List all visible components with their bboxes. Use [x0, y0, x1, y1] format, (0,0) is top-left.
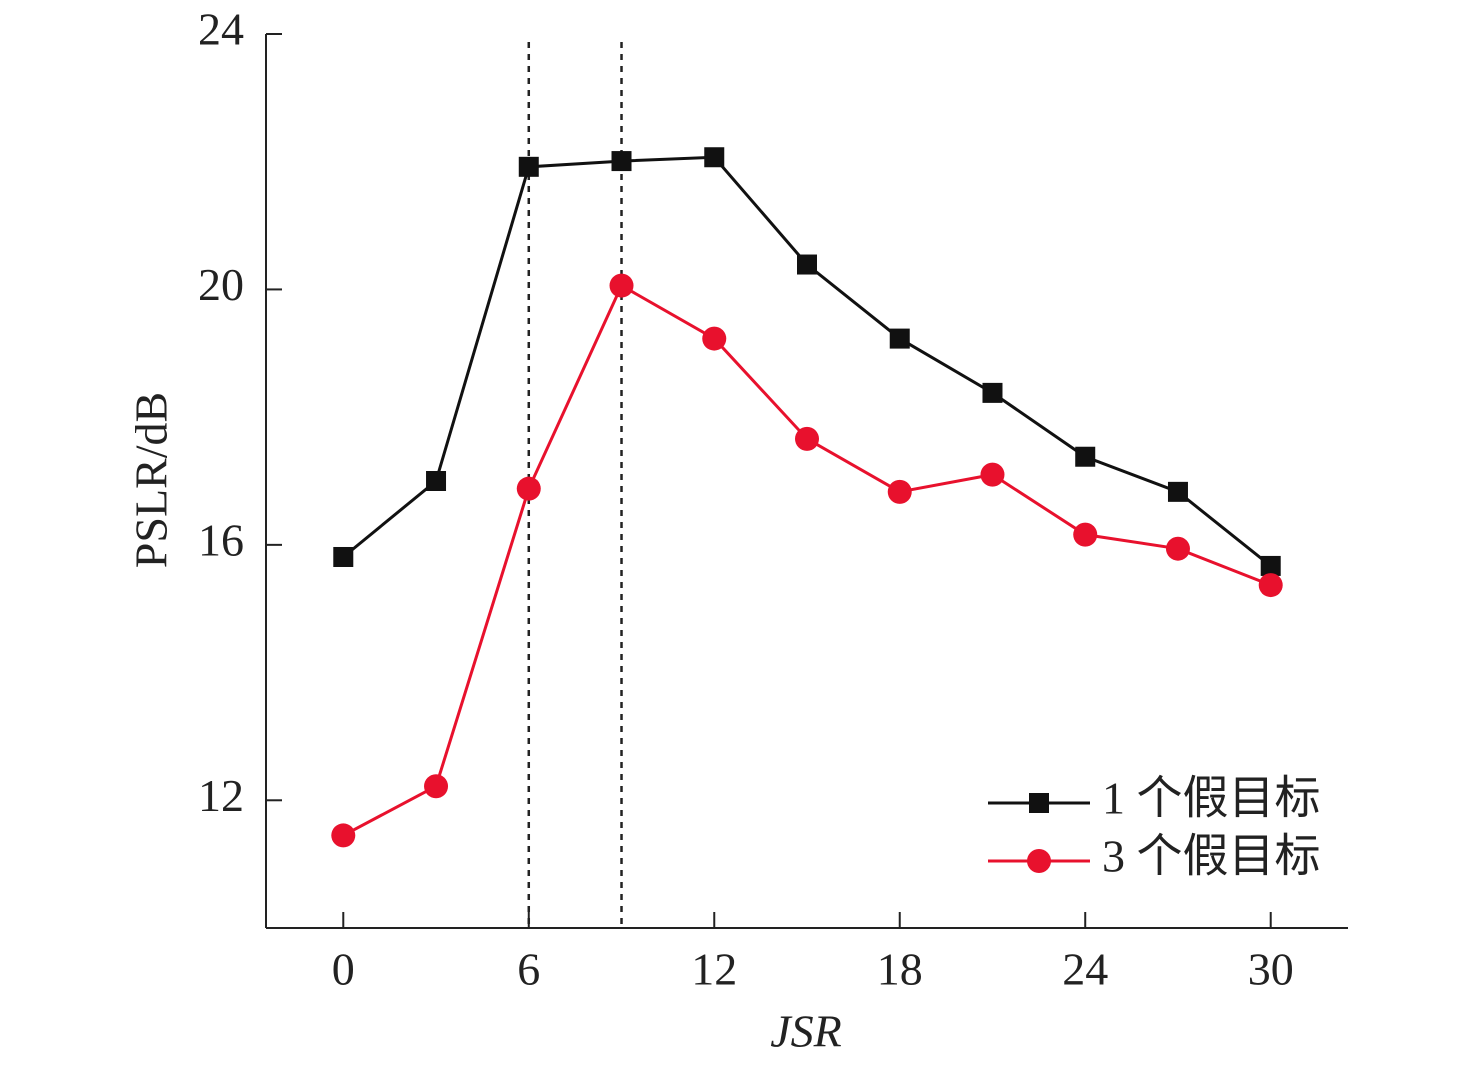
legend-label: 1 个假目标: [1102, 773, 1321, 824]
marker: [1258, 573, 1283, 598]
marker: [516, 476, 541, 501]
marker: [426, 471, 447, 491]
marker: [609, 273, 634, 298]
legend-marker: [1027, 849, 1051, 873]
legend-label: 3 个假目标: [1102, 831, 1321, 882]
y-tick-label: 16: [198, 514, 244, 565]
marker: [1260, 555, 1281, 576]
marker: [980, 462, 1005, 487]
marker: [333, 546, 354, 567]
marker: [702, 326, 727, 351]
y-tick-label: 24: [198, 4, 244, 55]
marker: [518, 156, 539, 177]
legend-marker: [1029, 793, 1049, 813]
x-tick-label: 30: [1248, 944, 1294, 995]
marker: [1073, 522, 1098, 547]
y-tick-label: 12: [198, 770, 244, 821]
x-tick-label: 6: [517, 944, 540, 995]
marker: [1167, 481, 1188, 502]
marker: [611, 151, 632, 172]
marker: [889, 328, 910, 349]
y-axis-label: PSLR/dB: [126, 392, 177, 568]
x-tick-label: 0: [332, 944, 355, 995]
x-axis-label: JSR: [770, 1006, 842, 1057]
marker: [1165, 536, 1190, 561]
x-tick-label: 24: [1062, 944, 1108, 995]
marker: [424, 774, 449, 799]
marker: [704, 147, 725, 168]
marker: [331, 823, 356, 848]
marker: [1075, 446, 1096, 467]
series-line: [342, 155, 1272, 568]
marker: [887, 479, 912, 504]
series-line: [342, 283, 1272, 837]
x-tick-label: 12: [691, 944, 737, 995]
marker: [797, 254, 817, 275]
x-tick-label: 18: [877, 944, 923, 995]
y-tick-label: 20: [198, 259, 244, 310]
marker: [982, 382, 1003, 403]
marker: [795, 426, 819, 451]
